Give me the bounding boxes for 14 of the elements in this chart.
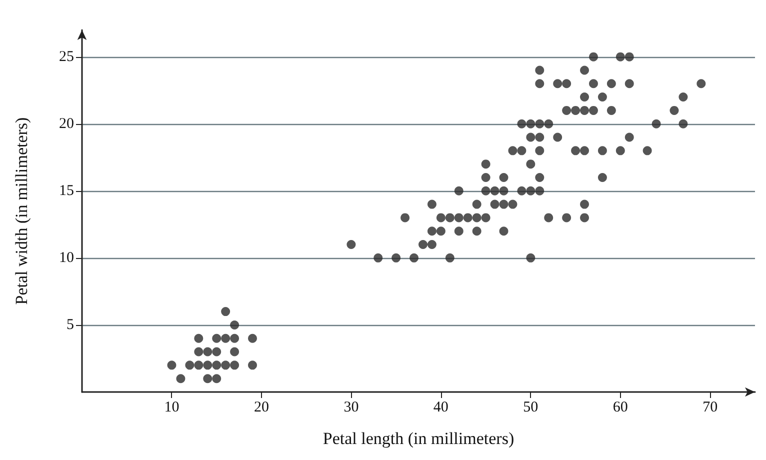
x-tick-label: 20: [254, 400, 269, 416]
x-tick-label: 40: [433, 400, 448, 416]
y-tick-label: 5: [66, 316, 74, 333]
y-tick-label: 15: [59, 182, 74, 199]
x-tick-label: 50: [523, 400, 538, 416]
x-tick-label: 60: [612, 400, 628, 416]
x-axis-title: Petal length (in millimeters): [322, 429, 514, 448]
y-axis-title: Petal width (in millimeters): [12, 117, 31, 305]
y-tick-label: 20: [59, 116, 74, 132]
x-tick-label: 10: [164, 400, 180, 416]
y-tick-label: 25: [59, 48, 74, 65]
y-tick-label: 10: [59, 250, 74, 266]
x-tick-label: 30: [344, 400, 359, 416]
x-tick-label: 70: [702, 400, 718, 416]
